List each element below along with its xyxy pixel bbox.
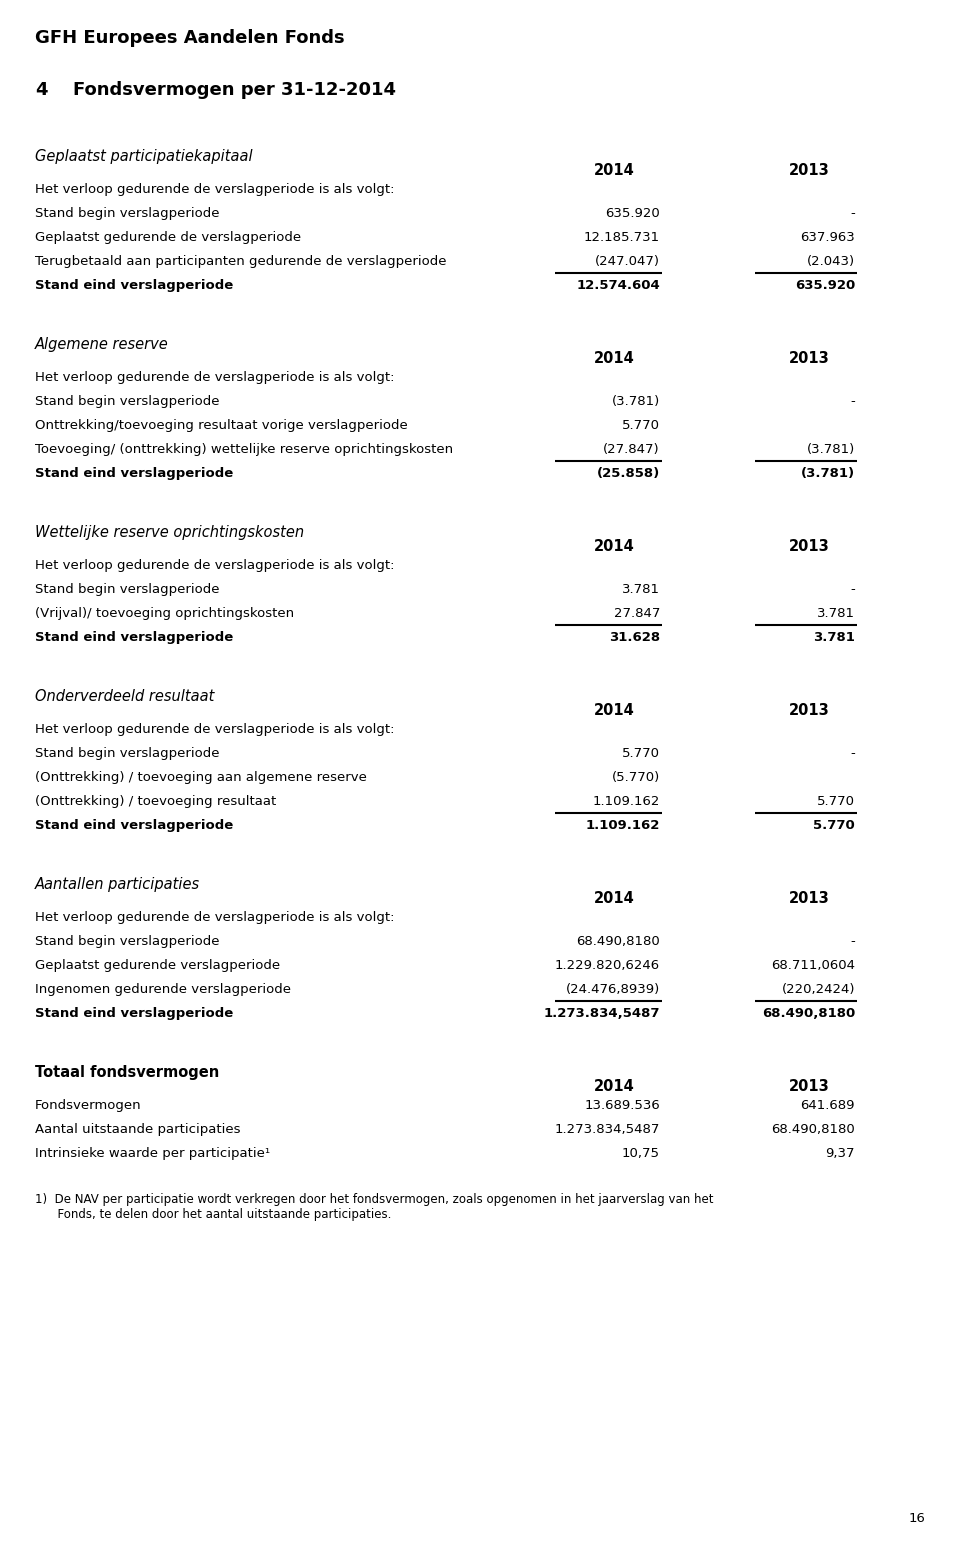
Text: 68.490,8180: 68.490,8180 xyxy=(771,1122,855,1136)
Text: 2014: 2014 xyxy=(594,891,635,906)
Text: (Vrijval)/ toevoeging oprichtingskosten: (Vrijval)/ toevoeging oprichtingskosten xyxy=(35,607,294,621)
Text: -: - xyxy=(851,936,855,948)
Text: Onttrekking/toevoeging resultaat vorige verslagperiode: Onttrekking/toevoeging resultaat vorige … xyxy=(35,418,408,432)
Text: GFH Europees Aandelen Fonds: GFH Europees Aandelen Fonds xyxy=(35,29,345,46)
Text: -: - xyxy=(851,395,855,408)
Text: 2014: 2014 xyxy=(594,164,635,178)
Text: 3.781: 3.781 xyxy=(817,607,855,621)
Text: Het verloop gedurende de verslagperiode is als volgt:: Het verloop gedurende de verslagperiode … xyxy=(35,723,395,736)
Text: Onderverdeeld resultaat: Onderverdeeld resultaat xyxy=(35,689,214,704)
Text: Aantallen participaties: Aantallen participaties xyxy=(35,877,200,892)
Text: 9,37: 9,37 xyxy=(826,1147,855,1160)
Text: 31.628: 31.628 xyxy=(609,631,660,644)
Text: 1.229.820,6246: 1.229.820,6246 xyxy=(555,959,660,973)
Text: Aantal uitstaande participaties: Aantal uitstaande participaties xyxy=(35,1122,241,1136)
Text: 2014: 2014 xyxy=(594,703,635,718)
Text: 635.920: 635.920 xyxy=(605,207,660,219)
Text: -: - xyxy=(851,207,855,219)
Text: 2013: 2013 xyxy=(789,703,830,718)
Text: 12.574.604: 12.574.604 xyxy=(576,279,660,292)
Text: 1.273.834,5487: 1.273.834,5487 xyxy=(555,1122,660,1136)
Text: (220,2424): (220,2424) xyxy=(781,984,855,996)
Text: Het verloop gedurende de verslagperiode is als volgt:: Het verloop gedurende de verslagperiode … xyxy=(35,371,395,384)
Text: 4: 4 xyxy=(35,80,47,99)
Text: Stand begin verslagperiode: Stand begin verslagperiode xyxy=(35,207,220,219)
Text: 68.490,8180: 68.490,8180 xyxy=(576,936,660,948)
Text: Stand begin verslagperiode: Stand begin verslagperiode xyxy=(35,395,220,408)
Text: 1.273.834,5487: 1.273.834,5487 xyxy=(543,1007,660,1021)
Text: (3.781): (3.781) xyxy=(612,395,660,408)
Text: Het verloop gedurende de verslagperiode is als volgt:: Het verloop gedurende de verslagperiode … xyxy=(35,911,395,923)
Text: (247.047): (247.047) xyxy=(595,255,660,269)
Text: (2.043): (2.043) xyxy=(806,255,855,269)
Text: Geplaatst gedurende de verslagperiode: Geplaatst gedurende de verslagperiode xyxy=(35,232,301,244)
Text: 3.781: 3.781 xyxy=(813,631,855,644)
Text: (3.781): (3.781) xyxy=(806,443,855,455)
Text: Stand eind verslagperiode: Stand eind verslagperiode xyxy=(35,279,233,292)
Text: Stand eind verslagperiode: Stand eind verslagperiode xyxy=(35,466,233,480)
Text: Intrinsieke waarde per participatie¹: Intrinsieke waarde per participatie¹ xyxy=(35,1147,270,1160)
Text: Stand eind verslagperiode: Stand eind verslagperiode xyxy=(35,631,233,644)
Text: -: - xyxy=(851,584,855,596)
Text: -: - xyxy=(851,747,855,760)
Text: 2014: 2014 xyxy=(594,1079,635,1095)
Text: Algemene reserve: Algemene reserve xyxy=(35,337,169,352)
Text: 2014: 2014 xyxy=(594,539,635,554)
Text: 2013: 2013 xyxy=(789,350,830,366)
Text: 3.781: 3.781 xyxy=(622,584,660,596)
Text: Toevoeging/ (onttrekking) wettelijke reserve oprichtingskosten: Toevoeging/ (onttrekking) wettelijke res… xyxy=(35,443,453,455)
Text: (Onttrekking) / toevoeging resultaat: (Onttrekking) / toevoeging resultaat xyxy=(35,795,276,808)
Text: 2014: 2014 xyxy=(594,350,635,366)
Text: Geplaatst participatiekapitaal: Geplaatst participatiekapitaal xyxy=(35,150,252,164)
Text: Terugbetaald aan participanten gedurende de verslagperiode: Terugbetaald aan participanten gedurende… xyxy=(35,255,446,269)
Text: 13.689.536: 13.689.536 xyxy=(585,1099,660,1112)
Text: Totaal fondsvermogen: Totaal fondsvermogen xyxy=(35,1065,219,1079)
Text: Stand begin verslagperiode: Stand begin verslagperiode xyxy=(35,936,220,948)
Text: Fondsvermogen: Fondsvermogen xyxy=(35,1099,142,1112)
Text: 635.920: 635.920 xyxy=(795,279,855,292)
Text: Fonds, te delen door het aantal uitstaande participaties.: Fonds, te delen door het aantal uitstaan… xyxy=(35,1207,392,1221)
Text: 5.770: 5.770 xyxy=(622,418,660,432)
Text: 68.490,8180: 68.490,8180 xyxy=(761,1007,855,1021)
Text: Fondsvermogen per 31-12-2014: Fondsvermogen per 31-12-2014 xyxy=(73,80,396,99)
Text: 2013: 2013 xyxy=(789,539,830,554)
Text: Het verloop gedurende de verslagperiode is als volgt:: Het verloop gedurende de verslagperiode … xyxy=(35,184,395,196)
Text: Stand eind verslagperiode: Stand eind verslagperiode xyxy=(35,818,233,832)
Text: Geplaatst gedurende verslagperiode: Geplaatst gedurende verslagperiode xyxy=(35,959,280,973)
Text: 2013: 2013 xyxy=(789,164,830,178)
Text: 637.963: 637.963 xyxy=(801,232,855,244)
Text: 5.770: 5.770 xyxy=(622,747,660,760)
Text: 12.185.731: 12.185.731 xyxy=(584,232,660,244)
Text: (Onttrekking) / toevoeging aan algemene reserve: (Onttrekking) / toevoeging aan algemene … xyxy=(35,770,367,784)
Text: Het verloop gedurende de verslagperiode is als volgt:: Het verloop gedurende de verslagperiode … xyxy=(35,559,395,571)
Text: Wettelijke reserve oprichtingskosten: Wettelijke reserve oprichtingskosten xyxy=(35,525,304,540)
Text: Stand begin verslagperiode: Stand begin verslagperiode xyxy=(35,747,220,760)
Text: 1.109.162: 1.109.162 xyxy=(592,795,660,808)
Text: Stand begin verslagperiode: Stand begin verslagperiode xyxy=(35,584,220,596)
Text: 1.109.162: 1.109.162 xyxy=(586,818,660,832)
Text: (5.770): (5.770) xyxy=(612,770,660,784)
Text: 10,75: 10,75 xyxy=(622,1147,660,1160)
Text: 2013: 2013 xyxy=(789,1079,830,1095)
Text: Stand eind verslagperiode: Stand eind verslagperiode xyxy=(35,1007,233,1021)
Text: 68.711,0604: 68.711,0604 xyxy=(771,959,855,973)
Text: (24.476,8939): (24.476,8939) xyxy=(565,984,660,996)
Text: 5.770: 5.770 xyxy=(813,818,855,832)
Text: (27.847): (27.847) xyxy=(604,443,660,455)
Text: 2013: 2013 xyxy=(789,891,830,906)
Text: (3.781): (3.781) xyxy=(801,466,855,480)
Text: 16: 16 xyxy=(908,1512,925,1525)
Text: (25.858): (25.858) xyxy=(597,466,660,480)
Text: 27.847: 27.847 xyxy=(613,607,660,621)
Text: 641.689: 641.689 xyxy=(801,1099,855,1112)
Text: 5.770: 5.770 xyxy=(817,795,855,808)
Text: 1)  De NAV per participatie wordt verkregen door het fondsvermogen, zoals opgeno: 1) De NAV per participatie wordt verkreg… xyxy=(35,1194,713,1206)
Text: Ingenomen gedurende verslagperiode: Ingenomen gedurende verslagperiode xyxy=(35,984,291,996)
